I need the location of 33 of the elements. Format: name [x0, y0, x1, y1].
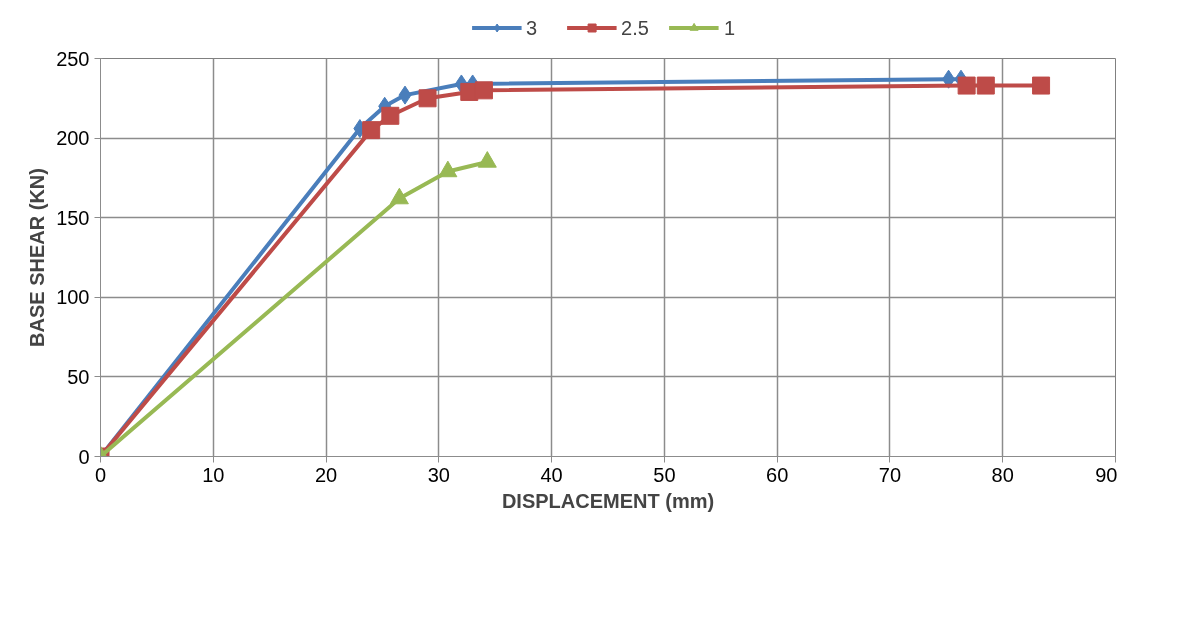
x-tick-label: 40: [540, 463, 563, 486]
y-tick-label: 150: [56, 206, 90, 229]
x-tick-label: 60: [766, 463, 789, 486]
legend-label: 1: [723, 16, 737, 39]
x-tick-label: 50: [653, 463, 676, 486]
x-tick-label: 0: [94, 463, 107, 486]
point: [418, 89, 437, 108]
point: [976, 76, 995, 95]
point: [438, 160, 458, 178]
x-tick-label: 90: [1095, 463, 1118, 486]
y-tick-label: 50: [67, 365, 90, 388]
x-tick-label: 80: [991, 463, 1014, 486]
point: [381, 106, 400, 125]
x-tick-label: 70: [878, 463, 902, 486]
y-tick-label: 250: [56, 47, 90, 70]
x-axis-title: DISPLACEMENT (mm): [501, 489, 715, 512]
y-tick-label: 200: [56, 127, 90, 150]
y-tick-label: 100: [56, 286, 90, 309]
point: [389, 187, 409, 205]
y-tick-label: 0: [78, 445, 90, 468]
point: [1032, 76, 1051, 95]
y-axis-title: BASE SHEAR (KN): [26, 168, 49, 347]
point: [477, 151, 497, 168]
x-tick-label: 30: [427, 463, 450, 486]
point: [474, 81, 493, 100]
point: [362, 121, 381, 140]
x-tick-label: 10: [202, 463, 225, 486]
point: [957, 76, 976, 95]
x-tick-label: 20: [314, 463, 338, 486]
point: [942, 69, 956, 89]
legend-label: 3: [526, 16, 539, 39]
legend-label: 2.5: [621, 16, 649, 39]
point: [398, 85, 412, 105]
